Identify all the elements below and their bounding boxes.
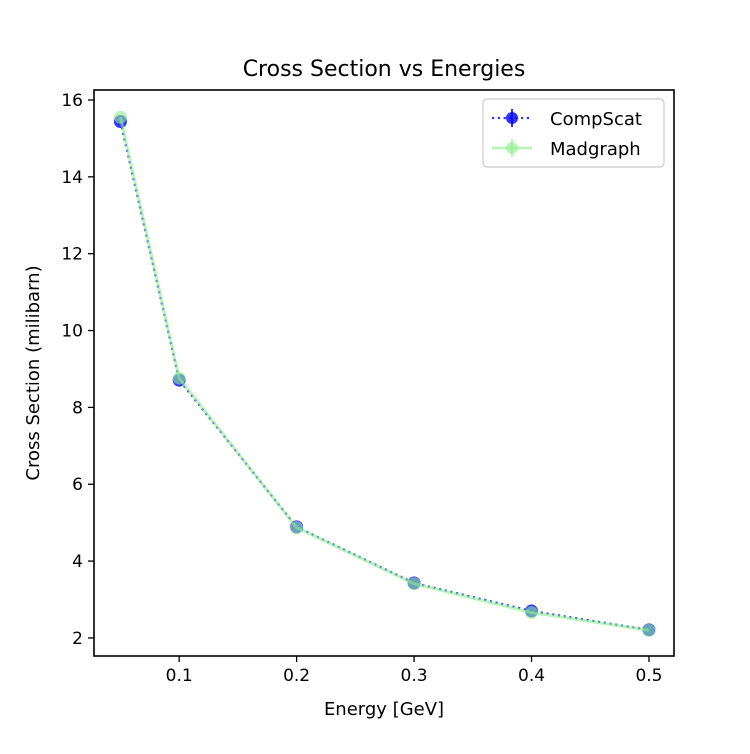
data-point [407, 577, 421, 591]
chart-title: Cross Section vs Energies [243, 57, 526, 82]
series-madgraph [113, 110, 656, 637]
x-tick-label: 0.5 [635, 666, 662, 686]
x-axis: 0.1 0.2 0.3 0.4 0.5 [166, 656, 663, 686]
series-line [119, 121, 650, 631]
y-tick-label: 8 [72, 398, 83, 418]
y-tick-label: 2 [72, 629, 83, 649]
legend-entry-madgraph: Madgraph [492, 139, 641, 160]
series-line [118, 116, 650, 632]
y-tick-label: 6 [72, 475, 83, 495]
x-axis-label: Energy [GeV] [324, 699, 444, 720]
y-tick-label: 16 [61, 91, 83, 111]
legend-marker-swatch [506, 112, 518, 124]
legend-marker-swatch [506, 142, 518, 154]
y-tick-label: 12 [61, 245, 83, 265]
data-point [172, 371, 186, 385]
y-axis-label: Cross Section (milibarn) [23, 265, 44, 480]
axes-frame [93, 89, 675, 657]
plot-area [113, 110, 656, 637]
y-tick-label: 4 [72, 552, 83, 572]
x-tick-label: 0.4 [518, 666, 545, 686]
legend-frame [482, 98, 665, 168]
x-tick-label: 0.3 [401, 666, 428, 686]
data-point [642, 623, 656, 637]
x-tick-label: 0.2 [283, 666, 310, 686]
data-point [113, 110, 127, 124]
legend-label: Madgraph [550, 139, 641, 160]
legend-label: CompScat [550, 109, 642, 130]
data-point [290, 521, 304, 535]
series-compscat [113, 115, 656, 637]
legend: CompScat Madgraph [482, 98, 665, 168]
y-tick-label: 14 [61, 168, 83, 188]
data-point [525, 606, 539, 620]
y-axis: 2 4 6 8 10 12 14 16 [61, 91, 94, 649]
y-tick-label: 10 [61, 322, 83, 342]
x-tick-label: 0.1 [166, 666, 193, 686]
legend-entry-compscat: CompScat [492, 109, 642, 130]
